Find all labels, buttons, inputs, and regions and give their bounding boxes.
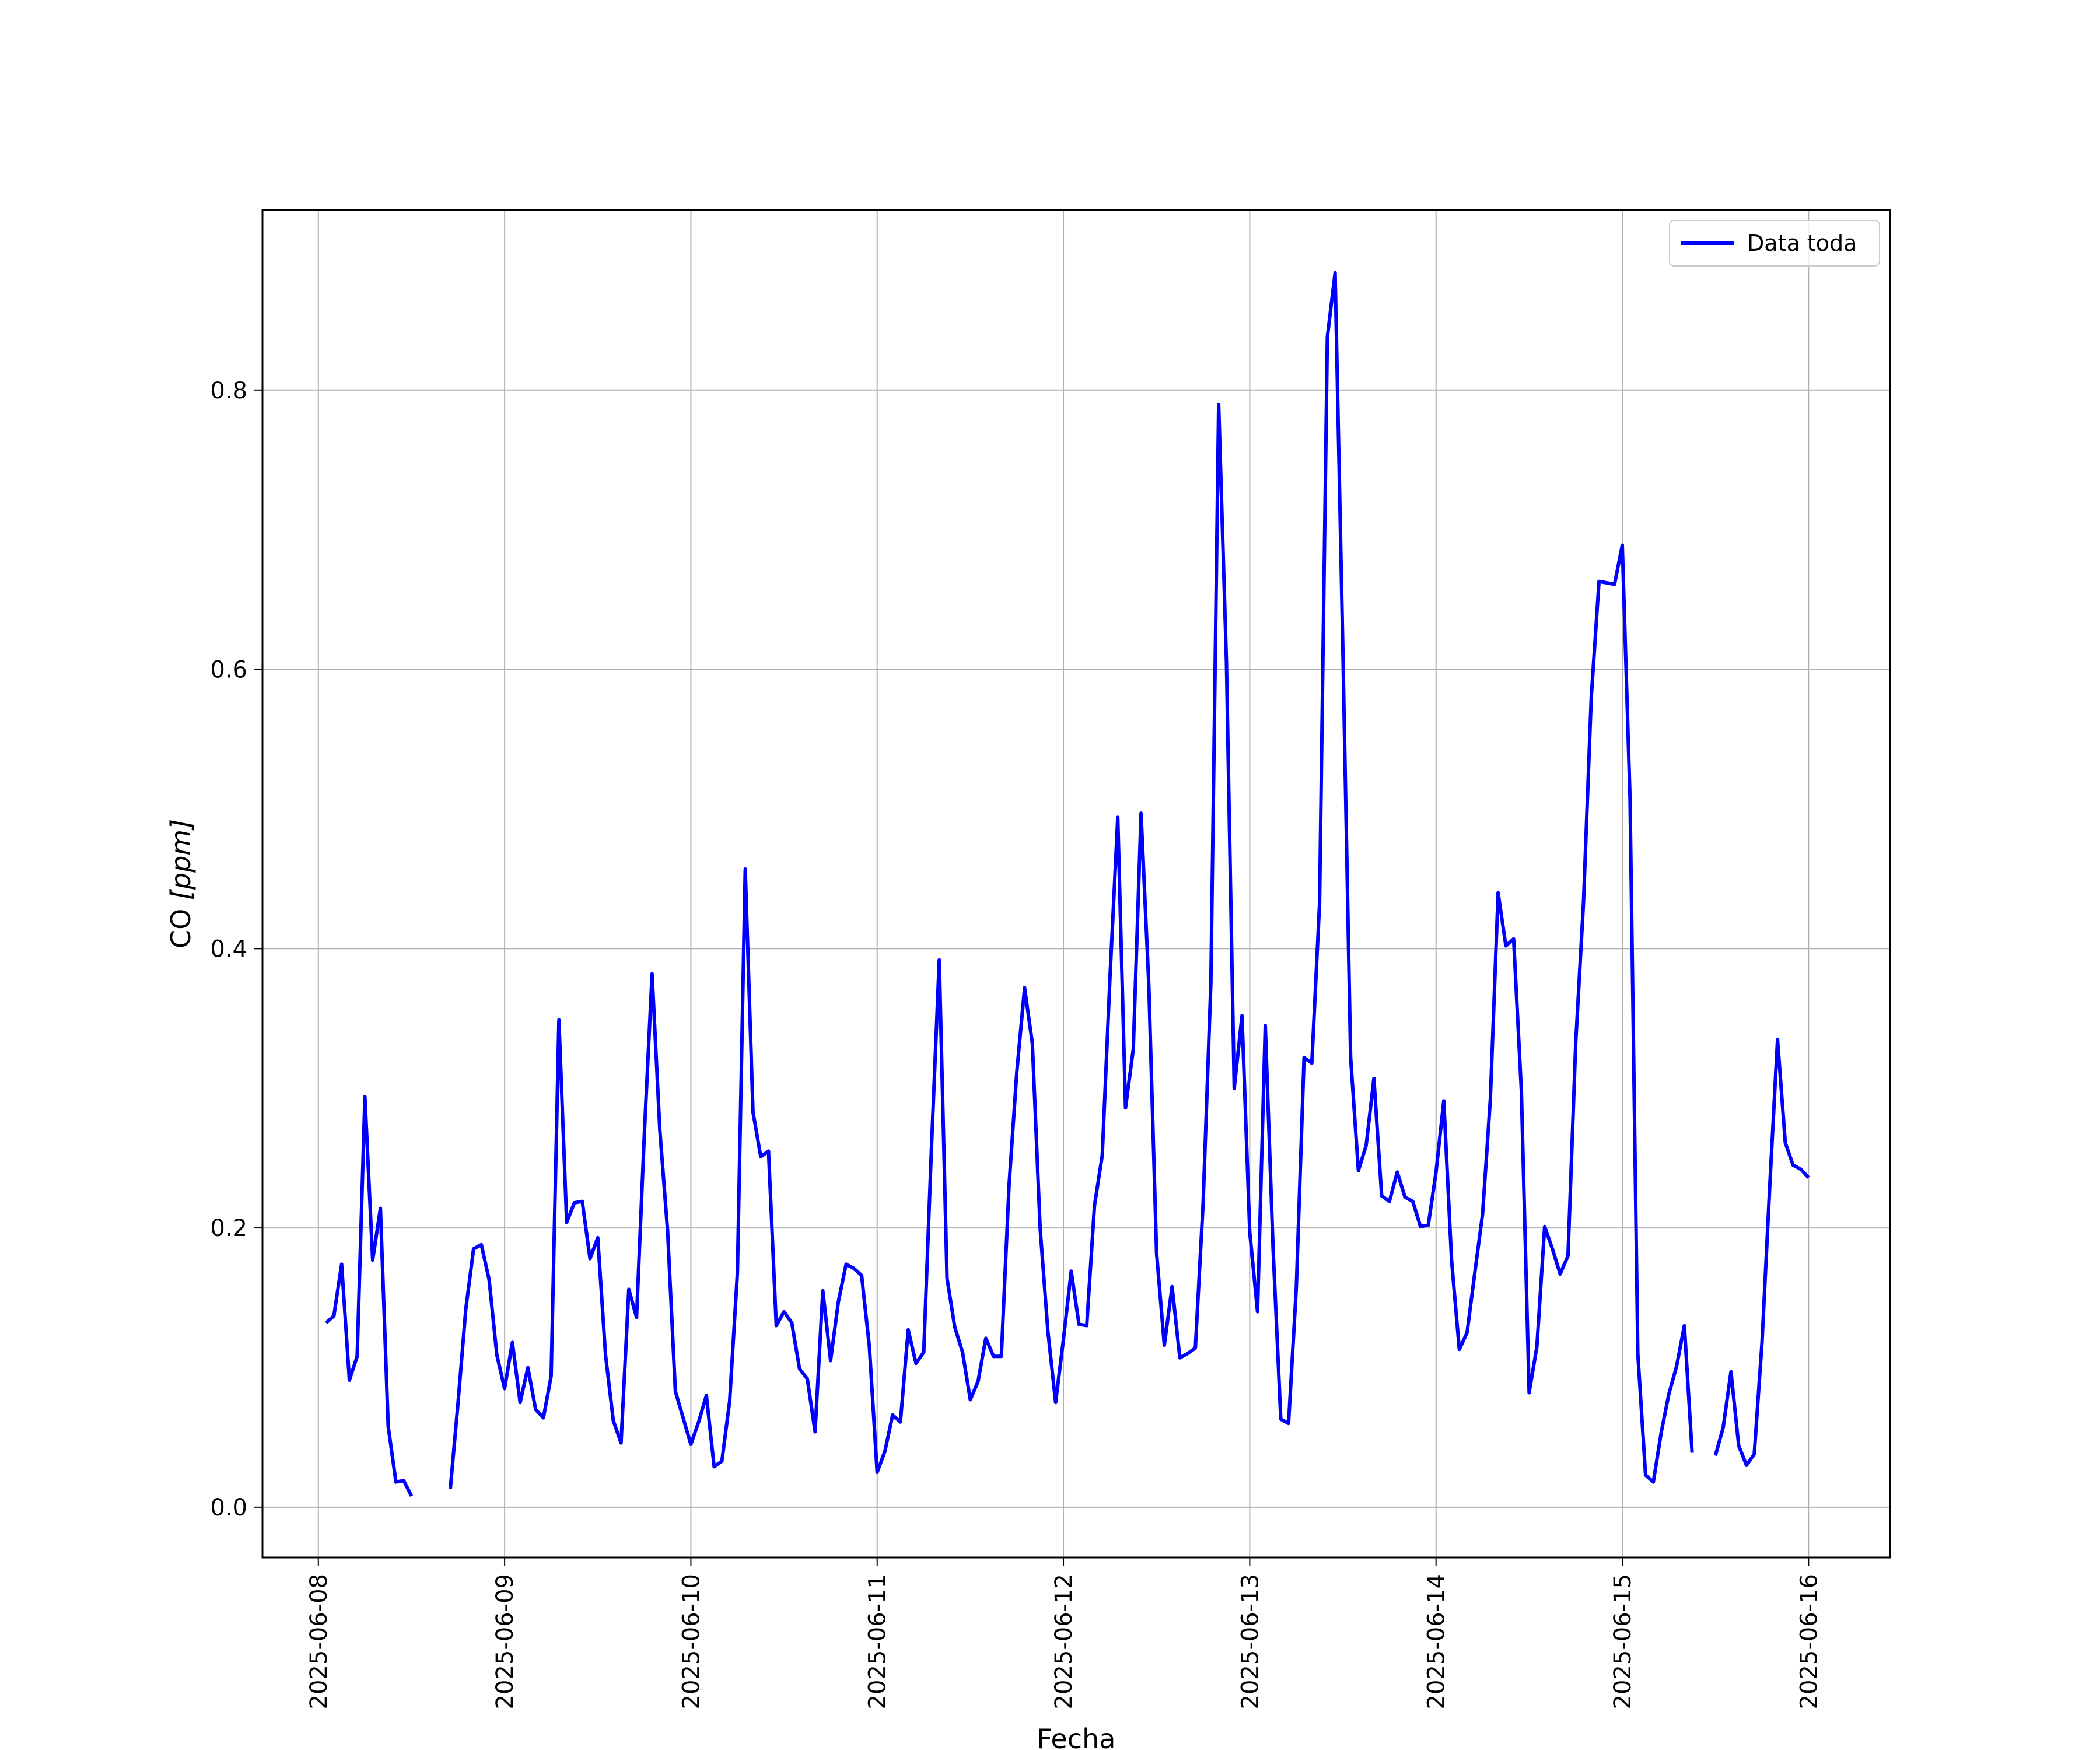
series-layer — [325, 271, 1810, 1497]
x-tick-label: 2025-06-16 — [1796, 1574, 1822, 1709]
series-line-segment — [1713, 1037, 1810, 1467]
x-tick-label: 2025-06-15 — [1609, 1574, 1636, 1709]
y-tick-label: 0.6 — [210, 657, 247, 684]
legend: Data toda — [1669, 220, 1880, 267]
legend-label: Data toda — [1747, 230, 1857, 256]
y-axis-label: CO [ppm] — [165, 819, 197, 949]
y-tick-label: 0.0 — [210, 1494, 247, 1521]
x-tick-label: 2025-06-12 — [1051, 1574, 1077, 1709]
x-tick-label: 2025-06-10 — [678, 1574, 705, 1709]
grid — [262, 210, 1890, 1558]
series-line-segment — [325, 1095, 414, 1497]
y-tick-label: 0.4 — [210, 936, 247, 963]
series-line-segment — [449, 271, 1694, 1489]
x-axis-ticks: 2025-06-08 2025-06-09 2025-06-10 2025-06-11… — [306, 1558, 1822, 1709]
x-tick-label: 2025-06-11 — [864, 1574, 891, 1709]
x-tick-label: 2025-06-08 — [306, 1574, 332, 1709]
plot-frame — [261, 209, 1891, 1559]
y-axis-ticks: 0.0 0.2 0.4 0.6 0.8 — [210, 377, 262, 1521]
y-axis-label-main: CO — [165, 900, 197, 949]
x-tick-label: 2025-06-14 — [1423, 1574, 1450, 1709]
x-tick-label: 2025-06-13 — [1237, 1574, 1264, 1709]
y-tick-label: 0.8 — [210, 377, 247, 404]
x-tick-label: 2025-06-09 — [492, 1574, 519, 1709]
y-axis-label-unit: [ppm] — [165, 819, 197, 900]
legend-box — [1669, 220, 1880, 267]
y-tick-label: 0.2 — [210, 1215, 247, 1242]
x-axis-label: Fecha — [1037, 1723, 1116, 1750]
